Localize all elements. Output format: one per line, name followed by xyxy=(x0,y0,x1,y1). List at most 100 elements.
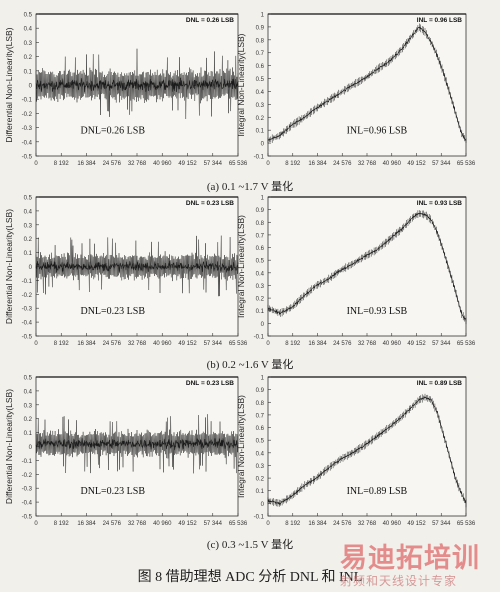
y-tick-label: -0.5 xyxy=(22,155,33,161)
dnl-trace xyxy=(35,48,239,120)
legend-label: INL = 0.96 LSB xyxy=(417,17,463,24)
y-tick-label: 0.3 xyxy=(24,41,33,47)
y-tick-label: -0.4 xyxy=(22,140,33,146)
y-tick-label: -0.1 xyxy=(254,155,265,161)
dnl-trace-core xyxy=(35,77,239,93)
x-tick-label: 0 xyxy=(266,341,270,347)
y-axis-label: Integral Non-Linearity(LSB) xyxy=(236,33,246,136)
y-tick-label: -0.4 xyxy=(22,501,33,507)
x-tick-label: 65 536 xyxy=(457,341,476,347)
x-tick-label: 0 xyxy=(266,161,270,167)
legend-label: DNL = 0.23 LSB xyxy=(186,380,234,387)
figure-caption: 图 8 借助理想 ADC 分析 DNL 和 INL xyxy=(137,570,363,585)
x-tick-label: 32 768 xyxy=(358,161,377,167)
x-tick-label: 57 344 xyxy=(432,521,451,527)
x-tick-label: 49 152 xyxy=(407,161,426,167)
dnl-trace-core xyxy=(35,260,239,273)
x-tick-label: 49 152 xyxy=(178,161,197,167)
y-tick-label: 0.7 xyxy=(256,413,265,419)
legend-label: INL = 0.93 LSB xyxy=(417,200,463,207)
value-annotation: DNL=0.23 LSB xyxy=(80,306,145,317)
plot-area xyxy=(267,196,467,337)
y-tick-label: 0.5 xyxy=(256,77,265,83)
y-tick-label: -0.5 xyxy=(22,515,33,521)
y-tick-label: 0.2 xyxy=(24,237,33,243)
y-tick-label: -0.3 xyxy=(22,126,33,132)
x-tick-label: 8 192 xyxy=(54,161,70,167)
x-tick-label: 65 536 xyxy=(457,161,476,167)
dnl-trace xyxy=(35,235,239,297)
y-tick-label: 0 xyxy=(261,502,265,508)
chart-panel-a-inl: -0.100.10.20.30.40.50.60.70.80.910 8 192 1… xyxy=(236,13,476,168)
x-tick-label: 0 xyxy=(34,521,38,527)
y-tick-label: 0.1 xyxy=(24,431,33,437)
watermark-logo-text: 易迪拓培训 xyxy=(340,543,480,574)
x-tick-label: 0 xyxy=(266,521,270,527)
x-tick-label: 40 960 xyxy=(153,161,172,167)
dnl-trace xyxy=(35,414,239,474)
inl-error-ticks xyxy=(267,23,467,144)
y-tick-label: 0.1 xyxy=(24,251,33,257)
legend-label: DNL = 0.26 LSB xyxy=(186,17,234,24)
x-tick-label: 57 344 xyxy=(432,341,451,347)
y-tick-label: -0.1 xyxy=(22,279,33,285)
y-tick-label: -0.1 xyxy=(254,515,265,521)
y-tick-label: 0.9 xyxy=(256,208,265,214)
chart-panel-c-dnl: -0.5 -0.4 -0.3 -0.2 -0.1 0 0.1 0.2 0.3 0.4 0.5 0 8 1… xyxy=(4,376,248,528)
y-tick-label: -0.2 xyxy=(22,473,33,479)
y-tick-label: 0.3 xyxy=(24,403,33,409)
y-tick-label: 0.5 xyxy=(24,196,33,202)
value-annotation: INL=0.96 LSB xyxy=(347,125,408,136)
plot-area xyxy=(267,13,467,157)
x-tick-label: 57 344 xyxy=(432,161,451,167)
y-tick-label: 0.6 xyxy=(256,426,265,432)
y-axis-label: Differential Non-Linearity(LSB) xyxy=(4,389,14,504)
x-tick-label: 8 192 xyxy=(285,161,301,167)
y-axis-label: Integral Non-Linearity(LSB) xyxy=(236,215,246,318)
y-axis-label: Differential Non-Linearity(LSB) xyxy=(4,209,14,324)
y-tick-label: 0.1 xyxy=(24,69,33,75)
chart-panel-a-dnl: -0.5 -0.4 -0.3 -0.2 -0.1 0 0.1 0.2 0.3 0.4 0.5 0 8 1… xyxy=(4,13,248,168)
x-tick-label: 8 192 xyxy=(285,341,301,347)
legend-label: DNL = 0.23 LSB xyxy=(186,200,234,207)
x-tick-label: 16 384 xyxy=(77,341,96,347)
x-tick-label: 16 384 xyxy=(77,161,96,167)
y-tick-label: 0.3 xyxy=(24,223,33,229)
y-tick-label: 1 xyxy=(261,13,265,19)
x-tick-label: 65 536 xyxy=(229,341,248,347)
x-tick-label: 40 960 xyxy=(153,341,172,347)
x-tick-label: 57 344 xyxy=(204,161,223,167)
x-tick-label: 32 768 xyxy=(128,161,147,167)
x-tick-label: 65 536 xyxy=(229,521,248,527)
y-tick-label: 0.1 xyxy=(256,489,265,495)
value-annotation: DNL=0.23 LSB xyxy=(80,486,145,497)
x-tick-label: 65 536 xyxy=(457,521,476,527)
caption-c: (c) 0.3 ~1.5 V 量化 xyxy=(206,539,294,551)
y-tick-label: -0.2 xyxy=(22,293,33,299)
x-tick-label: 24 576 xyxy=(103,521,122,527)
y-tick-label: 0.4 xyxy=(24,209,33,215)
y-tick-label: 0.6 xyxy=(256,246,265,252)
chart-panel-b-dnl: -0.5 -0.4 -0.3 -0.2 -0.1 0 0.1 0.2 0.3 0.4 0.5 0 8 1… xyxy=(4,196,248,348)
x-tick-label: 24 576 xyxy=(333,161,352,167)
y-tick-label: 0.5 xyxy=(256,439,265,445)
chart-panel-b-inl: -0.100.10.20.30.40.50.60.70.80.910 8 192 1… xyxy=(236,196,476,348)
x-tick-label: 8 192 xyxy=(54,341,70,347)
x-tick-label: 24 576 xyxy=(103,341,122,347)
dnl-trace-core xyxy=(35,438,239,451)
x-tick-label: 0 xyxy=(34,161,38,167)
y-tick-label: -0.2 xyxy=(22,112,33,118)
y-tick-label: 0.1 xyxy=(256,129,265,135)
x-tick-label: 24 576 xyxy=(333,521,352,527)
value-annotation: INL=0.89 LSB xyxy=(347,486,408,497)
y-tick-label: 0.2 xyxy=(24,417,33,423)
x-tick-label: 16 384 xyxy=(308,341,327,347)
y-axis-label: Differential Non-Linearity(LSB) xyxy=(4,27,14,142)
x-tick-label: 40 960 xyxy=(383,161,402,167)
x-tick-label: 8 192 xyxy=(285,521,301,527)
y-tick-label: 0.3 xyxy=(256,284,265,290)
x-tick-label: 40 960 xyxy=(153,521,172,527)
y-tick-label: -0.1 xyxy=(254,335,265,341)
